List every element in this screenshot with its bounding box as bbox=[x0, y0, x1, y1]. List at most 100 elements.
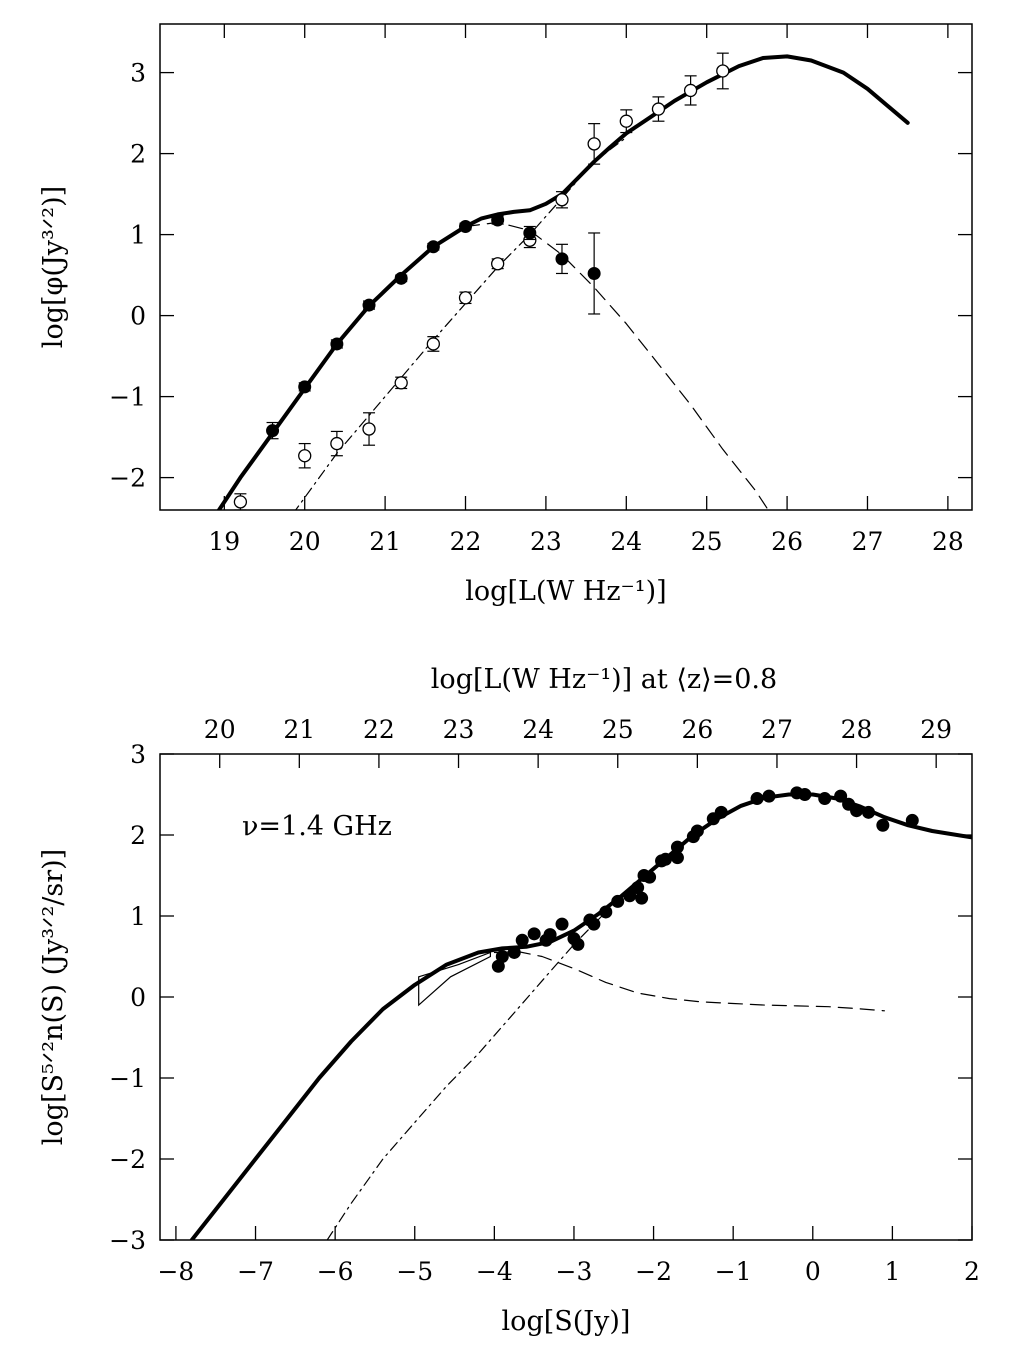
y-tick-label: 3 bbox=[130, 59, 146, 88]
top-axis-tick-label: 29 bbox=[920, 715, 952, 744]
filled-data-point bbox=[298, 380, 312, 394]
filled-data-point bbox=[659, 852, 673, 866]
filled-data-point bbox=[876, 818, 890, 832]
filled-data-point bbox=[362, 298, 376, 312]
open-data-point bbox=[716, 64, 730, 78]
filled-data-point bbox=[762, 789, 776, 803]
bottom-xlabel: log[S(Jy)] bbox=[502, 1306, 631, 1337]
x-tick-label: 19 bbox=[208, 527, 240, 556]
y-tick-label: 1 bbox=[130, 221, 146, 250]
top-ylabel: log[φ(Jy³ᐟ²)] bbox=[38, 186, 69, 348]
series-thick-solid-line bbox=[189, 792, 972, 1240]
x-tick-label: 20 bbox=[289, 527, 321, 556]
filled-data-point bbox=[750, 792, 764, 806]
filled-data-point bbox=[643, 870, 657, 884]
open-data-point bbox=[330, 436, 344, 451]
x-tick-label: 27 bbox=[852, 527, 884, 556]
x-tick-label: −5 bbox=[396, 1257, 433, 1286]
filled-data-point bbox=[850, 804, 864, 818]
filled-data-point bbox=[495, 950, 509, 963]
filled-data-point bbox=[459, 220, 473, 233]
filled-data-point bbox=[491, 213, 505, 227]
x-tick-label: 28 bbox=[932, 527, 964, 556]
top-axis-tick-label: 27 bbox=[761, 715, 793, 744]
top-points bbox=[233, 52, 730, 510]
y-tick-label: −2 bbox=[109, 464, 146, 493]
filled-data-point bbox=[543, 928, 557, 942]
series-dash-dot-line bbox=[326, 911, 607, 1240]
x-tick-label: −4 bbox=[476, 1257, 513, 1286]
filled-data-point bbox=[798, 788, 812, 801]
filled-data-point bbox=[555, 917, 569, 931]
filled-data-point bbox=[555, 252, 569, 266]
open-data-point bbox=[619, 114, 633, 128]
open-data-point bbox=[555, 193, 569, 207]
open-data-point bbox=[362, 422, 376, 436]
series-dashed-line bbox=[493, 951, 885, 1012]
open-data-point bbox=[683, 83, 698, 98]
series-thick-solid-line bbox=[216, 54, 910, 510]
x-tick-label: 22 bbox=[450, 527, 482, 556]
x-tick-label: −2 bbox=[635, 1257, 672, 1286]
top-axis-tick-label: 23 bbox=[443, 715, 475, 744]
filled-data-point bbox=[515, 933, 529, 947]
filled-data-point bbox=[862, 805, 876, 819]
bottom-top-axis-label: log[L(W Hz⁻¹)] at ⟨z⟩=0.8 bbox=[431, 664, 777, 695]
open-data-point bbox=[651, 102, 666, 116]
x-tick-label: 0 bbox=[805, 1257, 821, 1286]
top-axis-tick-label: 26 bbox=[681, 715, 713, 744]
filled-data-point bbox=[611, 894, 625, 908]
filled-data-point bbox=[571, 937, 585, 951]
bottom-curves bbox=[189, 792, 972, 1240]
filled-data-point bbox=[330, 337, 344, 351]
series-dash-dot-line bbox=[294, 136, 627, 510]
filled-data-point bbox=[670, 851, 684, 865]
y-tick-label: 0 bbox=[130, 983, 146, 1012]
x-tick-label: 26 bbox=[771, 527, 803, 556]
open-data-point bbox=[458, 291, 473, 305]
filled-data-point bbox=[266, 424, 280, 438]
filled-data-point bbox=[714, 805, 728, 819]
x-tick-label: 24 bbox=[610, 527, 642, 556]
top-axis-tick-label: 22 bbox=[363, 715, 395, 744]
filled-data-point bbox=[599, 905, 613, 919]
y-tick-label: −2 bbox=[109, 1145, 146, 1174]
filled-data-point bbox=[587, 266, 601, 280]
y-tick-label: 2 bbox=[130, 821, 146, 850]
y-tick-label: 1 bbox=[130, 902, 146, 931]
open-data-point bbox=[298, 449, 312, 463]
filled-data-point bbox=[635, 891, 649, 905]
y-tick-label: −1 bbox=[109, 383, 146, 412]
top-axis-tick-label: 24 bbox=[522, 715, 554, 744]
x-tick-label: −3 bbox=[556, 1257, 593, 1286]
filled-data-point bbox=[394, 271, 408, 285]
top-axis-tick-label: 25 bbox=[602, 715, 634, 744]
x-tick-label: 23 bbox=[530, 527, 562, 556]
filled-data-point bbox=[690, 824, 704, 838]
x-tick-label: −6 bbox=[317, 1257, 354, 1286]
filled-data-point bbox=[507, 945, 521, 959]
open-data-point bbox=[491, 257, 505, 271]
x-tick-label: −8 bbox=[157, 1257, 194, 1286]
y-tick-label: 0 bbox=[130, 302, 146, 331]
x-tick-label: −1 bbox=[715, 1257, 752, 1286]
open-data-point bbox=[426, 337, 440, 351]
top-plot-frame bbox=[159, 23, 973, 511]
top-axis-tick-label: 20 bbox=[204, 715, 236, 744]
bottom-annotation: ν=1.4 GHz bbox=[242, 811, 392, 842]
top-xlabel: log[L(W Hz⁻¹)] bbox=[465, 576, 666, 607]
y-tick-label: 2 bbox=[130, 140, 146, 169]
data-box-region bbox=[418, 951, 491, 1007]
filled-data-point bbox=[818, 792, 832, 806]
filled-data-point bbox=[587, 917, 601, 931]
x-tick-label: 21 bbox=[369, 527, 401, 556]
x-tick-label: −7 bbox=[237, 1257, 274, 1286]
filled-data-point bbox=[426, 240, 440, 254]
series-dashed-line bbox=[464, 221, 770, 510]
y-tick-label: −1 bbox=[109, 1064, 146, 1093]
